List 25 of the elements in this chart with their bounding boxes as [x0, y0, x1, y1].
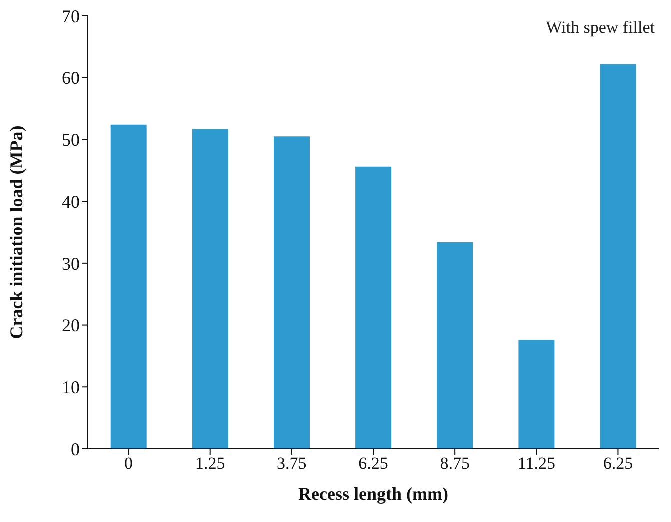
- y-tick-label: 30: [62, 254, 80, 274]
- bar: [518, 340, 555, 449]
- y-tick-label: 10: [62, 378, 80, 398]
- bar: [274, 136, 310, 449]
- bar: [600, 64, 636, 449]
- x-tick-label: 0: [124, 454, 134, 474]
- x-tick-label: 8.75: [440, 454, 470, 474]
- annotation: With spew fillet: [546, 18, 655, 38]
- y-tick-label: 20: [62, 316, 80, 336]
- bar: [110, 124, 147, 449]
- y-tick-label: 50: [62, 130, 80, 150]
- x-tick-label: 6.25: [603, 454, 634, 474]
- x-tick-label: 6.25: [358, 454, 388, 474]
- bar: [437, 242, 474, 449]
- x-tick-label: 3.75: [277, 454, 307, 474]
- x-tick-label: 11.25: [518, 454, 556, 474]
- y-axis-title: Crack initiation load (MPa): [6, 126, 26, 340]
- y-tick-label: 0: [71, 439, 80, 460]
- bar: [192, 129, 228, 449]
- y-tick-label: 40: [62, 192, 80, 212]
- bar: [356, 166, 392, 449]
- y-tick-label: 60: [62, 68, 80, 88]
- y-tick-label: 70: [62, 6, 80, 26]
- x-axis-title: Recess length (mm): [298, 484, 448, 504]
- x-tick-label: 1.25: [195, 454, 226, 474]
